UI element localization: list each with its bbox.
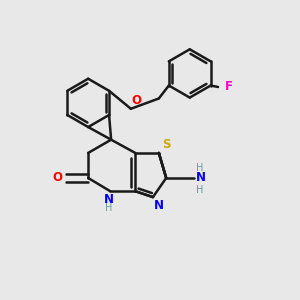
Text: O: O xyxy=(52,172,62,184)
Text: N: N xyxy=(196,172,206,184)
Text: H: H xyxy=(105,203,112,213)
Text: H: H xyxy=(196,163,203,173)
Text: S: S xyxy=(162,139,170,152)
Text: O: O xyxy=(131,94,142,107)
Text: N: N xyxy=(104,193,114,206)
Text: F: F xyxy=(225,80,233,94)
Text: N: N xyxy=(154,199,164,212)
Text: H: H xyxy=(196,185,203,195)
